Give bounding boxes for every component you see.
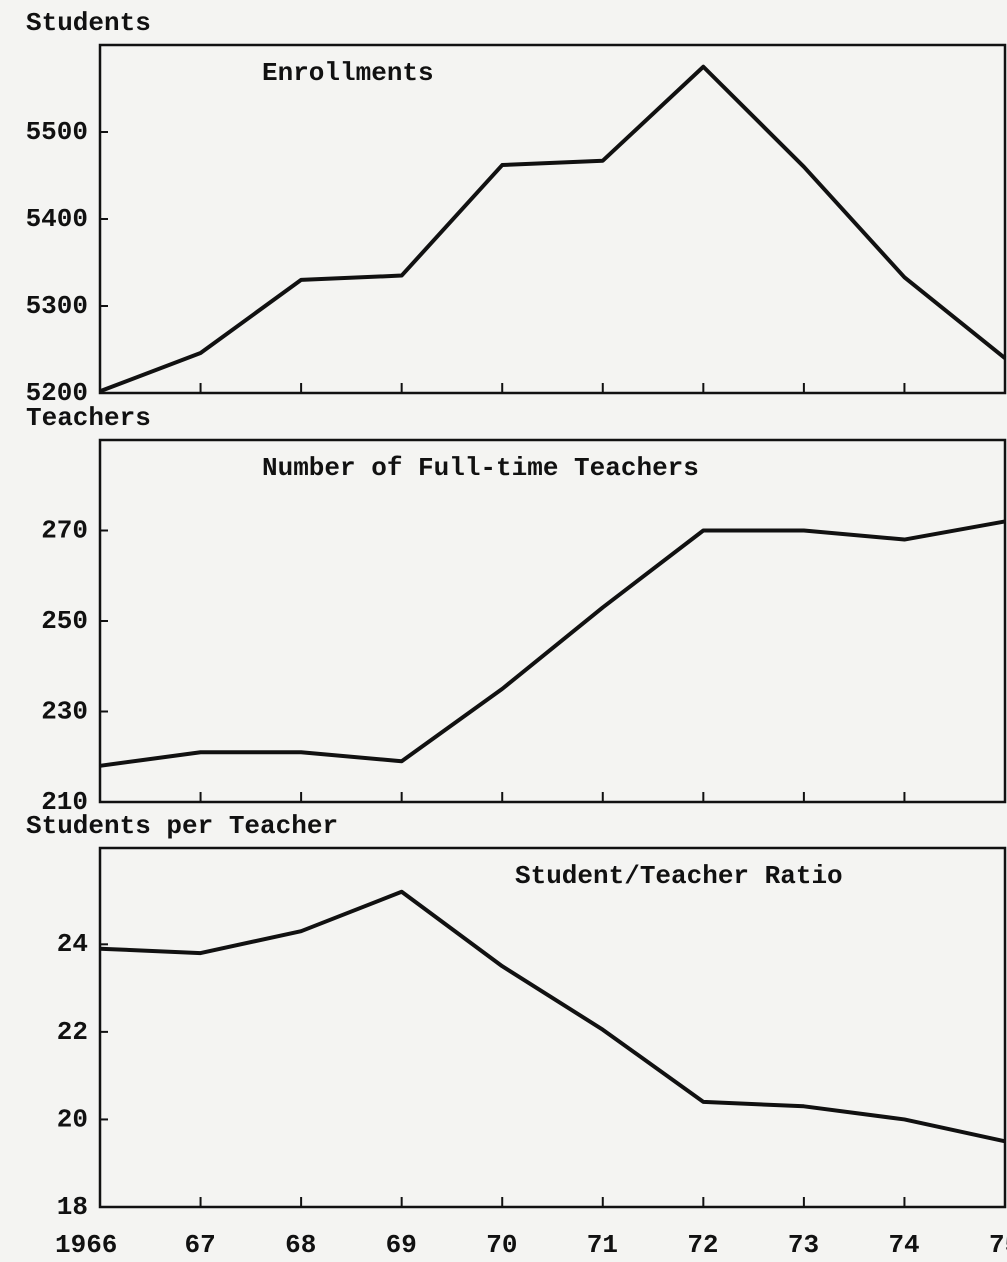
y-tick-label: 230 (41, 696, 88, 726)
x-tick-label: 67 (185, 1230, 216, 1260)
panel-title: Enrollments (262, 58, 434, 88)
x-tick-label: 68 (285, 1230, 316, 1260)
y-tick-label: 5500 (26, 117, 88, 147)
y-tick-label: 22 (57, 1017, 88, 1047)
y-tick-label: 5300 (26, 291, 88, 321)
y-axis-label: Students (26, 8, 151, 38)
y-tick-label: 210 (41, 787, 88, 817)
y-tick-label: 270 (41, 515, 88, 545)
plot-frame (98, 438, 1007, 804)
panel-title: Number of Full-time Teachers (262, 453, 699, 483)
y-axis-label: Students per Teacher (26, 811, 338, 841)
x-tick-label: 71 (587, 1230, 618, 1260)
x-tick-label: 70 (486, 1230, 517, 1260)
y-tick-label: 250 (41, 606, 88, 636)
data-line (99, 519, 1006, 768)
x-tick-label: 74 (888, 1230, 919, 1260)
y-tick-label: 20 (57, 1104, 88, 1134)
y-tick-label: 5400 (26, 204, 88, 234)
y-tick-label: 5200 (26, 378, 88, 408)
data-line (99, 64, 1007, 394)
y-axis-label: Teachers (26, 403, 151, 433)
x-tick-label: 1966 (55, 1230, 117, 1260)
x-tick-label: 75 (989, 1230, 1007, 1260)
plot-frame (98, 846, 1007, 1209)
x-tick-label: 72 (687, 1230, 718, 1260)
x-tick-label: 73 (788, 1230, 819, 1260)
panel-title: Student/Teacher Ratio (515, 861, 843, 891)
y-tick-label: 18 (57, 1192, 88, 1222)
x-tick-label: 69 (386, 1230, 417, 1260)
data-line (99, 889, 1006, 1144)
plot-frame (98, 43, 1007, 395)
y-tick-label: 24 (57, 929, 88, 959)
